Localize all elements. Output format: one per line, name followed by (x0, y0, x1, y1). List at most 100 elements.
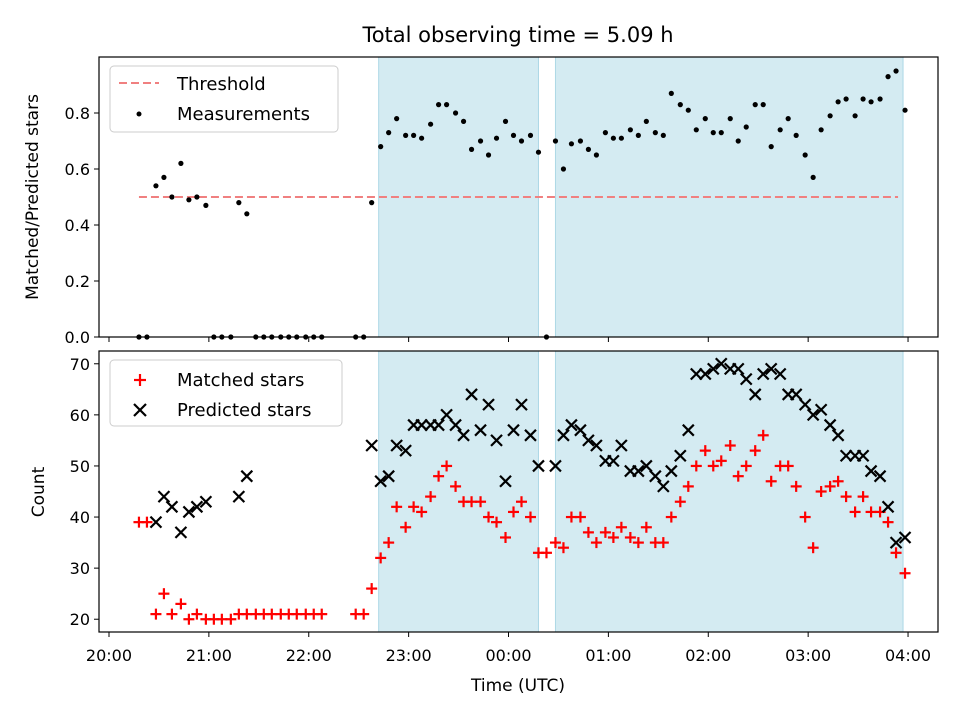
measurement-point (369, 200, 375, 206)
measurement-point (702, 116, 708, 122)
marker-stroke (748, 388, 762, 401)
predicted-star-point (399, 444, 412, 457)
marker-stroke (565, 418, 578, 432)
top-legend: Threshold Measurements (109, 65, 339, 133)
marker-stroke (590, 439, 603, 452)
matched-star-point (358, 608, 370, 620)
predicted-star-point (590, 439, 603, 452)
legend-matched-swatch (134, 374, 146, 386)
marker-stroke (557, 429, 570, 442)
measurement-point (785, 116, 791, 122)
predicted-star-point (898, 531, 912, 544)
measurement-point (735, 138, 741, 144)
measurement-point (477, 138, 484, 144)
marker-stroke (165, 500, 179, 514)
y-tick-label: 50 (70, 457, 90, 476)
marker-stroke (240, 469, 254, 483)
matched-star-point (441, 460, 453, 472)
predicted-stars-points (149, 357, 912, 549)
measurement-point (893, 68, 899, 74)
predicted-star-point (674, 449, 687, 463)
marker-stroke (474, 423, 487, 437)
marker-stroke (898, 531, 912, 544)
matched-star-point (483, 511, 495, 523)
predicted-star-point (798, 398, 812, 411)
marker-stroke (798, 398, 812, 411)
marker-stroke (190, 500, 204, 514)
matched-star-point (158, 588, 170, 600)
measurement-point (460, 118, 467, 124)
matched-star-point (740, 460, 752, 472)
predicted-star-point (582, 434, 595, 447)
measurement-point (693, 127, 699, 133)
marker-stroke (482, 398, 495, 411)
predicted-star-point (182, 505, 196, 519)
marker-stroke (665, 464, 678, 478)
measurement-point (236, 200, 242, 206)
predicted-star-point (440, 408, 453, 422)
matched-star-point (599, 526, 611, 538)
x-tick-label: 04:00 (885, 646, 931, 665)
predicted-star-point (474, 423, 487, 437)
measurement-point (752, 102, 758, 108)
predicted-star-point (432, 418, 445, 432)
matched-star-point (890, 547, 902, 559)
matched-star-point (150, 608, 162, 620)
y-tick-label: 70 (70, 355, 90, 374)
predicted-star-point (864, 464, 878, 478)
predicted-star-point (748, 388, 762, 401)
matched-star-point (782, 460, 794, 472)
shaded-interval-0 (378, 350, 539, 633)
legend-predicted-label: Predicted stars (177, 400, 311, 421)
matched-star-point (624, 531, 636, 543)
matched-star-point (840, 491, 852, 503)
marker-stroke (881, 500, 895, 514)
marker-stroke (399, 444, 412, 457)
matched-star-point (715, 455, 727, 467)
marker-stroke (889, 536, 903, 549)
measurement-point (568, 141, 575, 147)
measurement-point (585, 146, 592, 152)
predicted-star-point (157, 490, 171, 503)
matched-star-point (582, 526, 594, 538)
marker-stroke (432, 418, 445, 432)
matched-star-point (765, 475, 777, 487)
predicted-star-point (756, 367, 770, 381)
marker-stroke (440, 408, 453, 422)
matched-star-point (749, 445, 761, 457)
x-tick-label: 21:00 (186, 646, 232, 665)
marker-stroke (632, 464, 645, 478)
matched-star-point (416, 506, 428, 518)
measurement-point (843, 96, 849, 102)
measurement-point (535, 149, 542, 155)
measurement-point (777, 127, 783, 133)
x-axis-label: Time (UTC) (470, 676, 565, 696)
predicted-star-point (706, 362, 720, 376)
matched-star-point (366, 583, 378, 595)
measurement-point (178, 160, 184, 166)
measurement-point (452, 110, 459, 116)
measurement-point (810, 174, 816, 180)
measurement-point (468, 146, 475, 152)
matched-star-point (450, 480, 462, 492)
predicted-star-point (515, 398, 528, 411)
measurement-point (635, 132, 641, 138)
matched-star-point (790, 480, 802, 492)
measurement-point (618, 135, 624, 141)
matched-star-point (832, 475, 844, 487)
legend-matched-label: Matched stars (177, 370, 304, 391)
measurement-point (727, 116, 733, 122)
measurement-point (527, 132, 534, 138)
matched-stars-points (133, 429, 911, 625)
marker-stroke (756, 367, 770, 381)
bottom-plot-frame (98, 350, 939, 633)
matched-star-point (682, 480, 694, 492)
marker-stroke (649, 469, 662, 483)
marker-stroke (657, 480, 670, 493)
matched-star-point (899, 567, 911, 579)
x-tick-label: 02:00 (685, 646, 731, 665)
marker-stroke (182, 505, 196, 519)
marker-stroke (864, 464, 878, 478)
predicted-star-point (839, 449, 853, 463)
predicted-star-point (773, 367, 787, 381)
